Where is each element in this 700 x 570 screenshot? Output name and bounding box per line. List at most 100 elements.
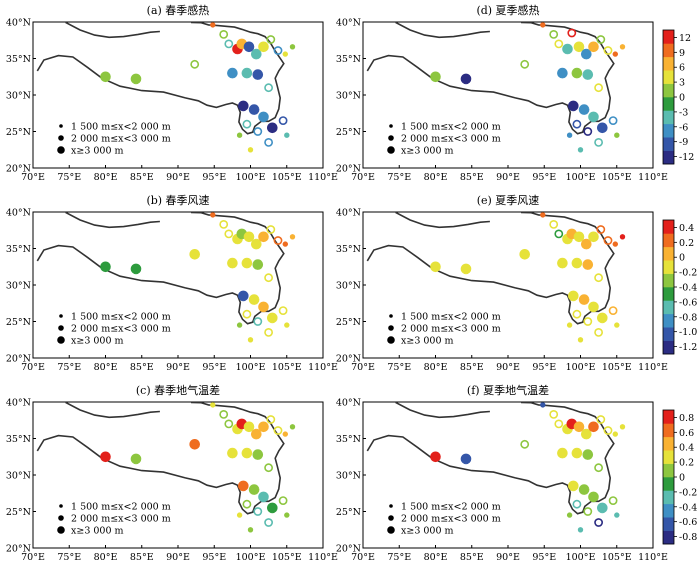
colorbar-segment <box>663 287 674 301</box>
legend-marker <box>59 124 63 128</box>
y-tick-label: 35°N <box>336 434 361 445</box>
legend-label: 2 000 m≤x<3 000 m <box>71 514 171 525</box>
legend-label: 2 000 m≤x<3 000 m <box>401 134 501 145</box>
colorbar-tick-label: -12 <box>679 152 694 163</box>
station-point <box>284 322 290 328</box>
legend-marker <box>387 336 395 344</box>
station-point <box>572 309 582 319</box>
station-point <box>614 512 620 518</box>
station-point <box>608 496 618 505</box>
colorbar-tick-label: -3 <box>679 107 688 118</box>
legend-marker <box>388 515 394 521</box>
station-point <box>100 451 111 463</box>
station-point <box>238 290 249 302</box>
station-point <box>219 219 229 229</box>
colorbar-segment <box>663 150 674 165</box>
colorbar-tick-label: 0.2 <box>679 458 694 469</box>
station-point <box>612 51 618 57</box>
station-point <box>210 22 216 28</box>
station-point <box>258 111 269 123</box>
x-tick-label: 100°E <box>236 362 266 373</box>
y-tick-label: 25°N <box>6 317 31 328</box>
legend-marker <box>59 504 63 508</box>
x-tick-label: 105°E <box>272 552 302 563</box>
colorbar-tick-label: -0.4 <box>679 502 697 513</box>
x-tick-label: 105°E <box>602 172 632 183</box>
station-point <box>252 69 264 80</box>
x-tick-label: 80°E <box>424 172 448 183</box>
panel-b-spring-wind-speed: (b) 春季风速 70°E 75°E 80°E 85°E 90°E 95°E 100°E 105… <box>6 194 338 373</box>
station-point <box>238 480 249 492</box>
station-point <box>566 512 573 518</box>
station-point <box>608 306 618 315</box>
colorbar-segment <box>663 273 674 288</box>
x-tick-label: 110°E <box>308 552 338 563</box>
station-point <box>219 409 229 419</box>
plateau-boundary-line <box>36 402 285 515</box>
station-point <box>289 424 296 430</box>
station-point <box>264 273 273 283</box>
station-point <box>572 119 582 129</box>
station-point <box>278 306 288 315</box>
panel-e-summer-wind-speed: (e) 夏季风速 70°E 75°E 80°E 85°E 90°E 95°E 100°E 105… <box>336 194 697 373</box>
station-point <box>258 421 269 433</box>
x-tick-label: 80°E <box>94 362 118 373</box>
station-point <box>253 127 263 136</box>
station-point <box>460 453 472 465</box>
station-point <box>284 512 290 518</box>
colorbar-tick-label: 0 <box>679 253 685 264</box>
station-point <box>612 241 618 247</box>
legend-label: 1 500 m≤x<2 000 m <box>401 312 501 323</box>
station-point <box>594 463 603 473</box>
station-point <box>273 46 283 55</box>
station-point <box>264 137 273 147</box>
station-point <box>282 241 288 247</box>
x-tick-label: 85°E <box>460 362 484 373</box>
x-tick-label: 90°E <box>166 552 190 563</box>
plateau-boundary-line-north <box>395 22 490 39</box>
station-point <box>596 122 608 134</box>
station-point <box>258 491 269 503</box>
plateau-boundary-line-north <box>65 402 160 419</box>
legend-label: x≥3 000 m <box>401 336 454 347</box>
plateau-boundary-line-north <box>395 402 490 419</box>
colorbar-tick-label: 0.2 <box>679 238 694 249</box>
station-point <box>582 449 594 460</box>
station-point <box>580 428 592 440</box>
x-tick-label: 70°E <box>351 362 375 373</box>
station-point <box>258 301 269 313</box>
station-point <box>278 496 288 505</box>
station-point <box>264 83 273 93</box>
station-point <box>577 527 584 533</box>
station-point <box>596 415 606 424</box>
y-tick-label: 35°N <box>6 434 31 445</box>
y-tick-label: 25°N <box>336 507 361 518</box>
station-point <box>571 67 583 79</box>
y-tick-label: 30°N <box>336 281 361 292</box>
plot-frame <box>362 401 654 549</box>
station-point <box>242 499 252 509</box>
legend-marker <box>57 526 65 534</box>
station-point <box>242 119 252 129</box>
colorbar-segment <box>663 246 674 261</box>
station-point <box>266 502 278 514</box>
station-point <box>460 73 472 85</box>
station-point <box>273 426 283 435</box>
plateau-boundary-line <box>366 402 615 515</box>
station-point <box>248 484 260 495</box>
station-point <box>264 463 273 473</box>
x-tick-label: 105°E <box>272 362 302 373</box>
colorbar-tick-label: 0.4 <box>679 223 694 234</box>
station-point <box>258 41 269 53</box>
station-point <box>190 59 200 69</box>
x-tick-label: 75°E <box>387 362 411 373</box>
station-point <box>567 290 579 302</box>
station-point <box>573 421 585 433</box>
y-tick-label: 30°N <box>336 471 361 482</box>
legend-label: 1 500 m≤x<2 000 m <box>401 502 501 513</box>
plateau-boundary-line-north <box>395 212 490 229</box>
station-point <box>603 46 613 55</box>
colorbar-segment <box>663 110 674 125</box>
station-point <box>520 439 530 449</box>
